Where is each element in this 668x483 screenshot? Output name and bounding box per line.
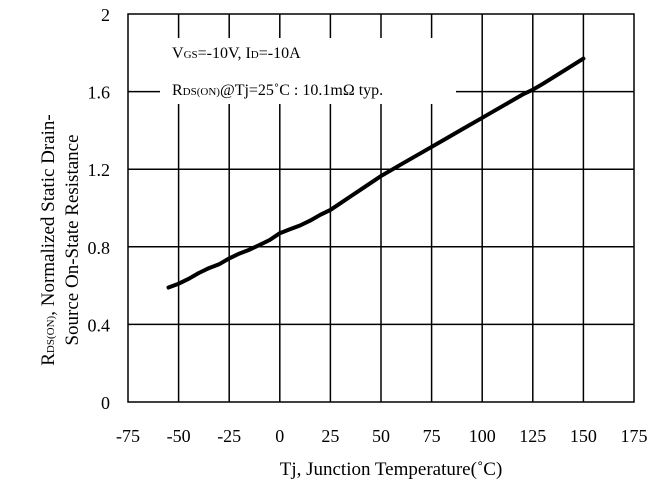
series-line <box>166 56 586 290</box>
x-tick-label: 150 <box>570 426 597 446</box>
x-tick-label: 50 <box>372 426 390 446</box>
y-axis-label-line2: Source On-State Resistance <box>62 134 83 345</box>
y-tick-label: 2 <box>101 5 110 25</box>
y-tick-label: 0.4 <box>88 315 111 335</box>
annotation-conditions: VGS=-10V, ID=-10A <box>172 45 301 62</box>
x-tick-label: 75 <box>423 426 441 446</box>
annotation-typical-rdson: RDS(ON)@Tj=25˚C : 10.1mΩ typ. <box>172 82 383 99</box>
annotation-background <box>160 38 456 104</box>
y-tick-label: 0 <box>101 393 110 413</box>
x-tick-label: 125 <box>519 426 546 446</box>
x-tick-label: -50 <box>167 426 191 446</box>
y-axis-label: RDS(ON), Normalized Static Drain- Source… <box>38 114 83 366</box>
x-tick-label: 100 <box>469 426 496 446</box>
tick-labels: -75 -50 -25 0 25 50 75 100 125 150 175 0 0.4 0.8 1.2 1.… <box>88 5 648 446</box>
x-tick-label: -75 <box>116 426 140 446</box>
plot-frame <box>127 13 635 403</box>
svg-text:RDS(ON), Normalized Static Dra: RDS(ON), Normalized Static Drain- <box>38 114 59 366</box>
x-tick-label: -25 <box>217 426 241 446</box>
x-tick-label: 0 <box>275 426 284 446</box>
x-tick-label: 25 <box>321 426 339 446</box>
y-tick-label: 0.8 <box>88 238 111 258</box>
y-tick-label: 1.6 <box>88 83 111 103</box>
x-tick-label: 175 <box>621 426 648 446</box>
x-axis-label: Tj, Junction Temperature(˚C) <box>280 459 503 480</box>
y-tick-label: 1.2 <box>88 160 111 180</box>
